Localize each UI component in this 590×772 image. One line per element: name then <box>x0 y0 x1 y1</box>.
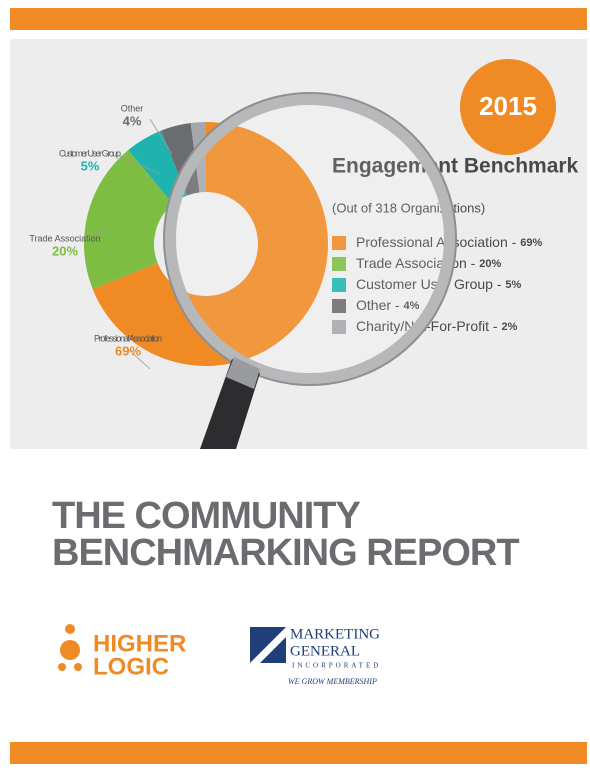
mgi-icon <box>250 627 286 663</box>
legend-separator: - <box>489 318 501 334</box>
legend-entry: Professional Association - 69% <box>356 234 542 250</box>
donut-slice <box>84 149 173 289</box>
legend-entry: Trade Association - 20% <box>356 255 501 271</box>
legend-category: Other <box>356 297 391 313</box>
callout-value: 4% <box>123 113 142 128</box>
logos: HIGHER LOGIC MARKETING GENERAL INCORPORA… <box>58 624 381 686</box>
legend-swatch <box>332 236 346 250</box>
donut-slice <box>92 122 328 366</box>
legend-entry: Customer User Group - 5% <box>356 276 522 292</box>
callout-value: 20% <box>52 243 78 258</box>
bottom-bar <box>10 742 587 764</box>
callout-line <box>84 228 111 240</box>
donut-slice <box>128 130 187 204</box>
callout-label: Professional Association <box>94 333 162 343</box>
report-title-line: THE COMMUNITY <box>52 495 361 537</box>
legend-value: 20% <box>479 258 501 270</box>
hero-image: 2015 Engagement Benchmark (Out of 318 Or… <box>10 39 587 449</box>
callout-label: Trade Association <box>29 233 100 243</box>
legend-category: Customer User Group <box>356 276 493 292</box>
legend-separator: - <box>493 276 505 292</box>
legend-value: 2% <box>501 321 517 333</box>
callout-label: Other <box>121 103 144 113</box>
legend-swatch <box>332 299 346 313</box>
legend-separator: - <box>391 297 403 313</box>
logo-text: MARKETING <box>290 626 380 642</box>
callout-line <box>127 348 151 370</box>
legend-category: Trade Association <box>356 255 467 271</box>
callout-value: 69% <box>115 343 141 358</box>
legend-swatch <box>332 257 346 271</box>
logo-text: HIGHER <box>93 630 186 657</box>
callout-label: Customer User Group <box>59 148 121 158</box>
legend-category: Professional Association <box>356 234 508 250</box>
logo-text: WE GROW MEMBERSHIP <box>288 677 377 686</box>
callout-line <box>114 153 161 175</box>
legend-value: 4% <box>403 300 419 312</box>
legend-value: 69% <box>520 237 542 249</box>
logo-text: LOGIC <box>93 653 169 680</box>
legend-separator: - <box>508 234 520 250</box>
legend-entry: Other - 4% <box>356 297 420 313</box>
legend-separator: - <box>467 255 479 271</box>
callout-line <box>149 118 173 155</box>
higher-logic-icon <box>58 624 82 671</box>
year-badge <box>460 59 556 155</box>
year: 2015 <box>479 91 537 121</box>
top-bar <box>10 8 587 30</box>
magnifier <box>163 92 457 449</box>
legend-swatch <box>332 278 346 292</box>
legend-swatch <box>332 320 346 334</box>
report-title-line: BENCHMARKING REPORT <box>52 532 520 574</box>
logo-text: INCORPORATED <box>292 662 381 670</box>
callout-value: 5% <box>81 158 100 173</box>
logo-text: GENERAL <box>290 643 360 659</box>
chart-title: Engagement Benchmark <box>332 155 579 178</box>
legend-value: 5% <box>505 279 521 291</box>
